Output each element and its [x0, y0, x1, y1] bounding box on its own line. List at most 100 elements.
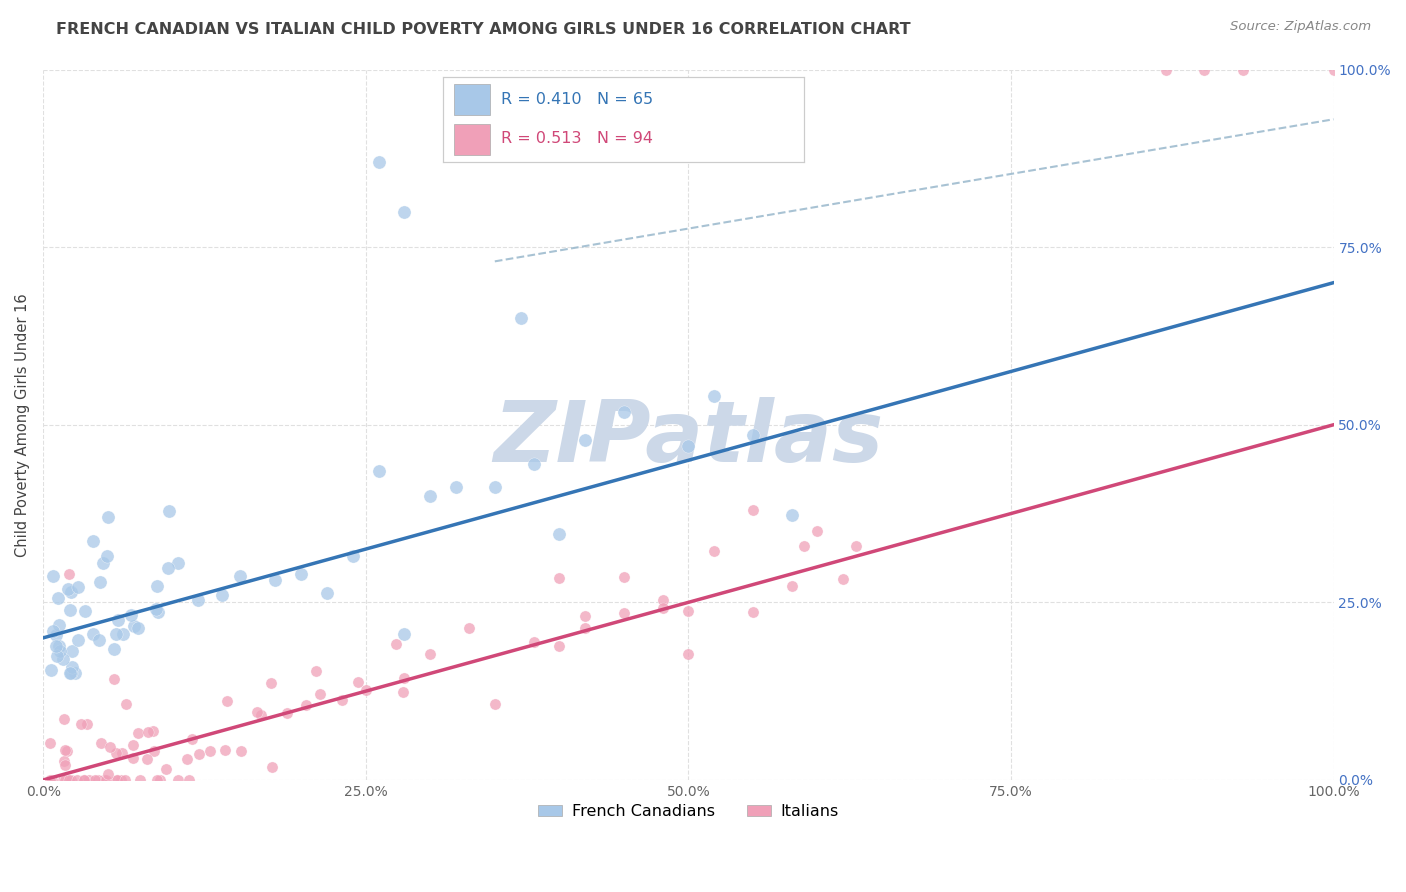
Point: [214, 742, 236, 756]
Point: [793, 539, 815, 553]
Y-axis label: Child Poverty Among Girls Under 16: Child Poverty Among Girls Under 16: [15, 293, 30, 557]
Legend: French Canadians, Italians: French Canadians, Italians: [531, 797, 845, 825]
Point: [703, 543, 725, 558]
Point: [260, 676, 283, 690]
Point: [148, 605, 170, 619]
Point: [419, 647, 441, 661]
Point: [419, 489, 441, 503]
Point: [77, 772, 100, 787]
Text: FRENCH CANADIAN VS ITALIAN CHILD POVERTY AMONG GIRLS UNDER 16 CORRELATION CHART: FRENCH CANADIAN VS ITALIAN CHILD POVERTY…: [56, 22, 911, 37]
Point: [741, 503, 763, 517]
Text: ZIPatlas: ZIPatlas: [494, 398, 883, 481]
Point: [231, 744, 253, 758]
Point: [58, 566, 80, 581]
Point: [82, 626, 104, 640]
Point: [97, 767, 120, 781]
Point: [39, 663, 62, 677]
Point: [97, 510, 120, 524]
Point: [391, 685, 413, 699]
Point: [105, 627, 128, 641]
Point: [444, 480, 467, 494]
Point: [59, 772, 82, 787]
Point: [111, 626, 134, 640]
Point: [678, 439, 700, 453]
Point: [613, 569, 636, 583]
Point: [42, 569, 65, 583]
Point: [59, 585, 82, 599]
Point: [187, 592, 209, 607]
Point: [52, 652, 75, 666]
Point: [394, 626, 416, 640]
Point: [484, 480, 506, 494]
Point: [98, 739, 121, 754]
Point: [458, 621, 481, 635]
Point: [129, 772, 152, 787]
Point: [46, 648, 69, 663]
Point: [548, 639, 571, 653]
Point: [295, 698, 318, 712]
Point: [107, 772, 129, 787]
Point: [347, 675, 370, 690]
Point: [678, 647, 700, 661]
Point: [574, 433, 596, 447]
Point: [703, 389, 725, 403]
Point: [780, 508, 803, 522]
Point: [52, 772, 75, 787]
Point: [90, 736, 112, 750]
Point: [484, 697, 506, 711]
Point: [48, 618, 70, 632]
Point: [49, 644, 72, 658]
Point: [249, 707, 271, 722]
Point: [651, 601, 673, 615]
Point: [157, 561, 180, 575]
Point: [96, 549, 118, 563]
Point: [678, 604, 700, 618]
Point: [38, 772, 60, 787]
Point: [53, 755, 76, 769]
Point: [157, 504, 180, 518]
Point: [522, 457, 544, 471]
Point: [127, 726, 149, 740]
Point: [45, 639, 67, 653]
Point: [148, 772, 170, 787]
Point: [574, 609, 596, 624]
Point: [211, 588, 233, 602]
Point: [215, 694, 238, 708]
Point: [39, 736, 62, 750]
Point: [42, 624, 65, 638]
Point: [276, 706, 298, 721]
Point: [53, 757, 76, 772]
Point: [509, 311, 531, 326]
Point: [48, 640, 70, 654]
Point: [110, 772, 132, 787]
Point: [332, 693, 354, 707]
Point: [142, 723, 165, 738]
Point: [93, 772, 115, 787]
Point: [246, 705, 269, 719]
Point: [354, 682, 377, 697]
Point: [66, 772, 89, 787]
Point: [305, 665, 328, 679]
Point: [229, 568, 252, 582]
Point: [1194, 62, 1216, 77]
Point: [122, 738, 145, 752]
Point: [166, 772, 188, 787]
Point: [60, 643, 83, 657]
Point: [394, 204, 416, 219]
Point: [105, 772, 128, 787]
Point: [84, 772, 107, 787]
Point: [177, 772, 200, 787]
Point: [1154, 62, 1177, 77]
Point: [75, 604, 97, 618]
Point: [121, 751, 143, 765]
Point: [780, 578, 803, 592]
Point: [122, 618, 145, 632]
Point: [145, 772, 167, 787]
Point: [1232, 62, 1254, 77]
Point: [741, 605, 763, 619]
Point: [367, 464, 389, 478]
Point: [104, 747, 127, 761]
Point: [91, 556, 114, 570]
Point: [114, 772, 136, 787]
Point: [121, 607, 143, 622]
